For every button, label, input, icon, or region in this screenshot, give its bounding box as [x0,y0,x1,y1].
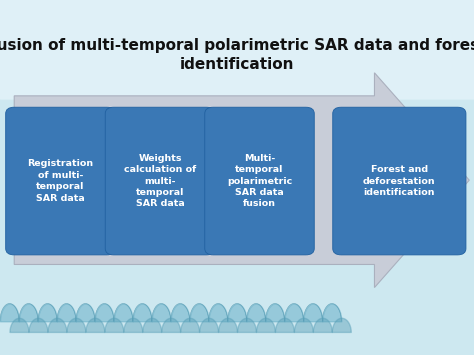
FancyBboxPatch shape [6,107,115,255]
Text: Weights
calculation of
multi-
temporal
SAR data: Weights calculation of multi- temporal S… [124,154,196,208]
FancyBboxPatch shape [333,107,466,255]
Text: Forest and
deforestation
identification: Forest and deforestation identification [363,165,436,197]
FancyBboxPatch shape [205,107,314,255]
Text: Registration
of multi-
temporal
SAR data: Registration of multi- temporal SAR data [27,159,93,203]
FancyBboxPatch shape [0,0,474,99]
Text: Fusion of multi-temporal polarimetric SAR data and forest
identification: Fusion of multi-temporal polarimetric SA… [0,38,474,72]
FancyBboxPatch shape [105,107,215,255]
Polygon shape [14,73,469,288]
Text: Multi-
temporal
polarimetric
SAR data
fusion: Multi- temporal polarimetric SAR data fu… [227,154,292,208]
